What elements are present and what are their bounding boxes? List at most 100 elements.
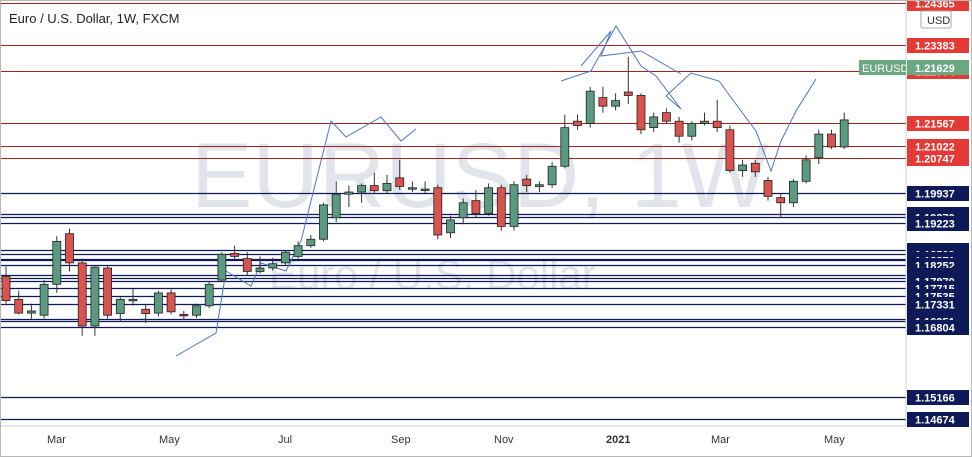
- price-level-tag: [907, 186, 969, 201]
- price-level-label: 1.21022: [915, 142, 955, 154]
- candle[interactable]: [674, 116, 684, 143]
- candle-body: [801, 159, 811, 182]
- candle[interactable]: [344, 185, 354, 208]
- candle-body: [179, 313, 189, 317]
- candle[interactable]: [369, 172, 379, 195]
- candle[interactable]: [319, 202, 328, 242]
- candle[interactable]: [77, 258, 87, 336]
- candle[interactable]: [1, 266, 11, 304]
- time-axis[interactable]: Mar May Jul Sep Nov 2021 Mar May: [1, 425, 906, 446]
- candle-body: [357, 185, 367, 193]
- candle[interactable]: [255, 256, 265, 274]
- candle[interactable]: [598, 86, 608, 113]
- candle[interactable]: [712, 99, 722, 132]
- candle[interactable]: [433, 184, 443, 240]
- candle[interactable]: [827, 129, 836, 150]
- candle[interactable]: [522, 174, 532, 193]
- price-level-label: 1.23383: [915, 41, 955, 53]
- candle[interactable]: [789, 179, 798, 208]
- candle[interactable]: [382, 174, 392, 195]
- candle[interactable]: [763, 177, 773, 201]
- candle-body: [839, 119, 849, 148]
- candle[interactable]: [407, 181, 417, 193]
- candle[interactable]: [585, 86, 595, 128]
- candle-body: [725, 129, 735, 171]
- candle[interactable]: [293, 241, 303, 259]
- candle[interactable]: [26, 303, 36, 319]
- candle-body: [674, 120, 684, 137]
- candle[interactable]: [636, 93, 646, 135]
- candle[interactable]: [280, 249, 290, 267]
- candle[interactable]: [357, 183, 367, 203]
- price-level-label: 1.14674: [915, 415, 956, 427]
- candle[interactable]: [192, 303, 201, 318]
- candle[interactable]: [446, 215, 455, 238]
- trend-line: [580, 30, 682, 75]
- candle-body: [649, 116, 659, 129]
- candle-body: [331, 193, 341, 219]
- candle[interactable]: [141, 303, 151, 323]
- candle-body: [827, 133, 836, 148]
- candle[interactable]: [153, 290, 163, 317]
- candle[interactable]: [179, 310, 189, 321]
- candle[interactable]: [52, 236, 62, 293]
- price-level-label: 1.24365: [915, 1, 955, 11]
- candle[interactable]: [217, 252, 227, 281]
- candle[interactable]: [573, 114, 582, 130]
- price-level-tag: [907, 1, 969, 11]
- candle[interactable]: [700, 112, 709, 126]
- candle-body: [26, 310, 36, 314]
- candle[interactable]: [395, 159, 405, 190]
- candle[interactable]: [458, 198, 468, 225]
- candle[interactable]: [839, 112, 849, 150]
- currency-badge[interactable]: USD: [920, 10, 952, 29]
- candle[interactable]: [814, 129, 824, 165]
- candle[interactable]: [750, 159, 760, 178]
- candle[interactable]: [306, 234, 316, 248]
- candle[interactable]: [39, 280, 49, 319]
- candle[interactable]: [738, 159, 747, 178]
- candle[interactable]: [496, 184, 506, 231]
- price-level-tag: [907, 390, 969, 405]
- candle-body: [77, 262, 87, 327]
- candle[interactable]: [560, 114, 570, 169]
- candle[interactable]: [166, 289, 176, 315]
- candle-body: [763, 180, 773, 197]
- candle[interactable]: [420, 181, 430, 194]
- trend-line: [560, 25, 817, 173]
- candle[interactable]: [687, 121, 697, 141]
- candle[interactable]: [547, 161, 557, 188]
- candle[interactable]: [611, 93, 620, 111]
- candle[interactable]: [65, 228, 74, 272]
- candle[interactable]: [509, 181, 519, 231]
- candle[interactable]: [14, 290, 24, 315]
- candle[interactable]: [90, 266, 100, 336]
- candle[interactable]: [484, 183, 494, 216]
- candle[interactable]: [128, 288, 138, 306]
- candle[interactable]: [776, 194, 786, 218]
- candle-body: [636, 95, 646, 131]
- candle[interactable]: [230, 245, 240, 261]
- price-level-label: 1.21567: [915, 119, 955, 131]
- candle[interactable]: [662, 108, 671, 124]
- candle[interactable]: [331, 181, 341, 223]
- candles: [1, 56, 849, 336]
- candle[interactable]: [801, 155, 811, 184]
- candle[interactable]: [725, 125, 735, 173]
- x-tick-label: May: [824, 434, 845, 446]
- candle[interactable]: [471, 189, 481, 218]
- candle[interactable]: [115, 297, 125, 321]
- candle[interactable]: [204, 282, 214, 308]
- candle[interactable]: [623, 56, 633, 105]
- chart-title-text: Euro / U.S. Dollar, 1W, FXCM: [9, 11, 180, 26]
- candle[interactable]: [242, 252, 252, 276]
- candle[interactable]: [268, 257, 278, 271]
- candle[interactable]: [103, 265, 112, 319]
- candle[interactable]: [649, 112, 659, 132]
- candle[interactable]: [535, 181, 544, 193]
- candle-body: [166, 292, 176, 313]
- candle-body: [560, 127, 570, 167]
- price-level-label: 1.19937: [915, 189, 955, 201]
- price-level-tag: [907, 38, 969, 53]
